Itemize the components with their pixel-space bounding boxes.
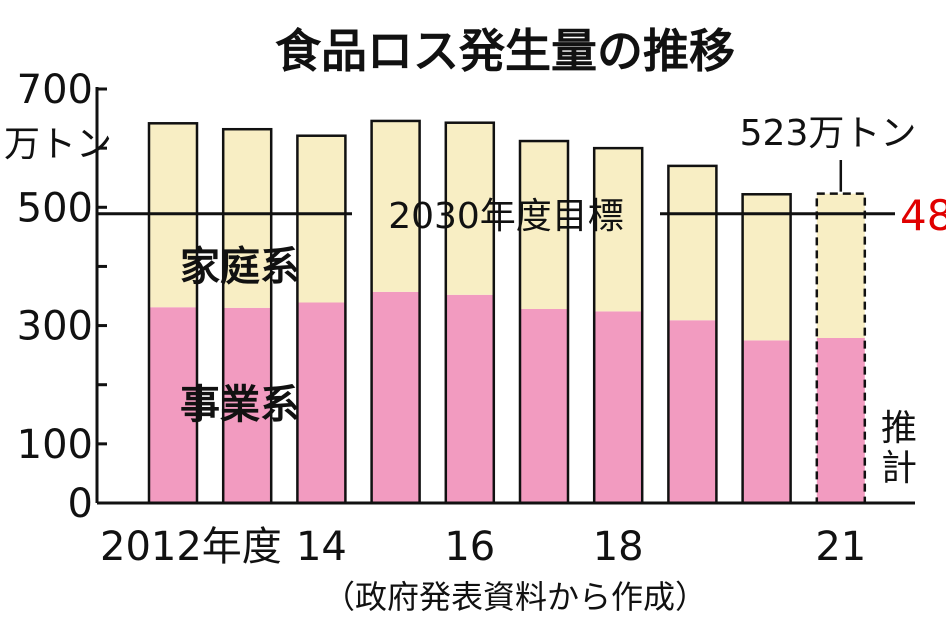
- bar-segment-household: [742, 194, 791, 341]
- y-tick-label: 300: [17, 304, 93, 350]
- bar-segment-business: [816, 337, 865, 503]
- bar-segment-household: [297, 135, 346, 303]
- y-axis: 700 500 300 100 0 万トン: [4, 67, 112, 527]
- business-label: 事業系: [180, 382, 300, 428]
- bar-segment-business: [223, 307, 272, 503]
- y-tick-label: 0: [68, 481, 93, 527]
- x-tick-label: 16: [444, 524, 495, 570]
- bar-segment-household: [668, 165, 717, 321]
- bar-segment-business: [297, 302, 346, 503]
- x-tick-label: 18: [593, 524, 644, 570]
- estimated-label-char: 推: [881, 408, 917, 449]
- y-tick-label: 100: [17, 422, 93, 468]
- household-label: 家庭系: [180, 244, 300, 290]
- estimated-label-char: 計: [881, 448, 917, 489]
- y-tick-label: 500: [17, 185, 93, 231]
- bar-segment-business: [445, 294, 494, 503]
- bar-segment-household: [520, 141, 568, 310]
- bar-segment-business: [594, 311, 643, 503]
- target-value: 489: [900, 191, 946, 240]
- chart-title: 食品ロス発生量の推移: [275, 24, 735, 78]
- y-tick-label: 700: [17, 67, 93, 113]
- bar-segment-household: [445, 122, 494, 295]
- source-note: （政府発表資料から作成）: [323, 578, 707, 616]
- bar-segment-business: [520, 309, 568, 503]
- x-tick-label: 21: [815, 524, 866, 570]
- bars: [147, 119, 867, 505]
- target-label: 2030年度目標: [388, 196, 624, 237]
- y-unit-label: 万トン: [4, 124, 112, 165]
- bar-segment-household: [594, 148, 643, 312]
- bar-segment-household: [816, 193, 865, 338]
- bar-segment-household: [223, 129, 272, 308]
- bar-segment-business: [371, 291, 420, 503]
- bar-segment-business: [668, 320, 717, 503]
- bar-segment-household: [371, 120, 420, 292]
- x-axis: 2012年度 14 16 18 21: [97, 501, 915, 570]
- x-tick-label: 2012年度: [100, 524, 282, 570]
- bar-segment-business: [742, 340, 791, 503]
- bar-segment-business: [149, 307, 197, 503]
- x-tick-label: 14: [296, 524, 347, 570]
- total-label: 523万トン: [740, 113, 917, 154]
